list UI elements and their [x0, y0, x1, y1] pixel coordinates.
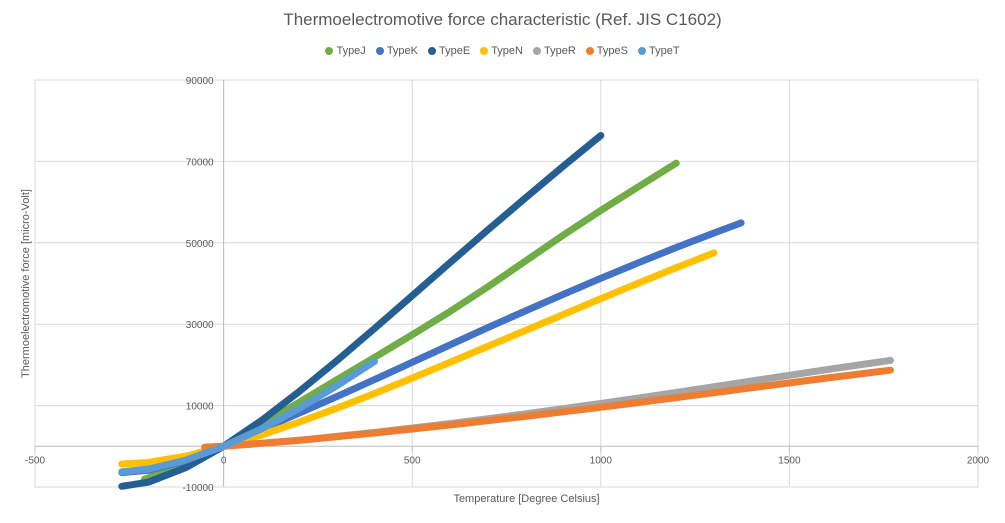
series-line-typek [118, 219, 745, 477]
legend-swatch [532, 47, 541, 55]
legend-item-typee: TypeE [428, 45, 470, 57]
x-tick-label: 1000 [590, 455, 613, 466]
legend-swatch [428, 47, 436, 55]
y-tick-label: 10000 [186, 402, 214, 413]
legend-swatch [480, 47, 489, 55]
legend-label: TypeE [439, 45, 471, 57]
plot-border [34, 79, 979, 488]
x-tick-label: 1500 [778, 455, 801, 466]
chart-title: Thermoelectromotive force characteristic… [283, 10, 722, 29]
x-tick-label: 500 [404, 455, 421, 466]
x-tick-label: -500 [25, 455, 45, 466]
legend: TypeJ TypeK TypeE TypeN TypeR TypeS TypeT [0, 45, 1005, 57]
series-line-types [201, 366, 894, 451]
legend-label: TypeJ [336, 45, 366, 57]
y-tick-label: 90000 [186, 76, 214, 87]
x-tick-label: 2000 [967, 455, 990, 466]
y-axis-title: Thermoelectromotive force [micro-Volt] [20, 189, 32, 378]
y-tick-label: -10000 [182, 483, 214, 494]
y-tick-label: 70000 [186, 157, 214, 168]
series-line-typee [118, 132, 605, 490]
y-tick-label: 50000 [186, 239, 214, 250]
legend-item-typet: TypeT [637, 45, 680, 57]
legend-item-typen: TypeN [480, 45, 523, 57]
legend-item-typer: TypeR [532, 45, 576, 57]
legend-item-types: TypeS [585, 45, 628, 57]
legend-label: TypeK [386, 45, 418, 57]
legend-swatch [637, 47, 646, 55]
legend-label: TypeN [491, 45, 523, 57]
legend-item-typek: TypeK [375, 45, 418, 57]
y-tick-label: 30000 [186, 320, 214, 331]
x-axis-title: Temperature [Degree Celsius] [453, 493, 599, 505]
legend-label: TypeS [596, 45, 628, 57]
series-line-typet [118, 357, 378, 476]
x-tick-label: 0 [221, 455, 227, 466]
legend-label: TypeT [648, 45, 680, 57]
legend-item-typej: TypeJ [325, 45, 366, 57]
legend-swatch [325, 47, 334, 55]
legend-swatch [375, 47, 384, 55]
legend-label: TypeR [543, 45, 576, 57]
legend-swatch [585, 47, 594, 55]
